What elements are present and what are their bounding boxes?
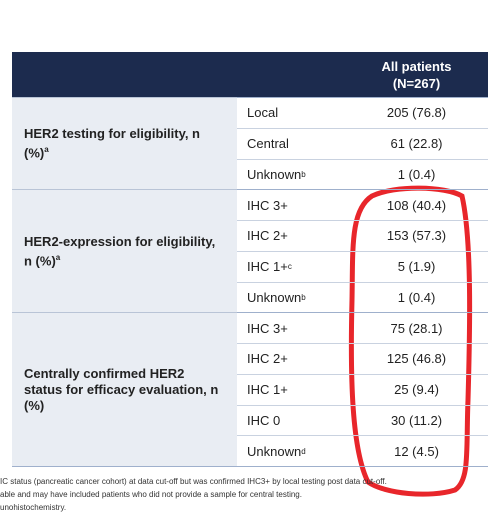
superscript: d (301, 446, 306, 456)
row-label: Unknown b (237, 281, 345, 313)
group-label-text: Centrally confirmed HER2 status for effi… (24, 365, 219, 413)
row-value-text: 205 (76.8) (386, 105, 447, 121)
superscript: a (44, 144, 49, 154)
row-value-text: 75 (28.1) (390, 320, 443, 336)
row-label-text: Unknown (247, 289, 302, 305)
table-bottom-rule (12, 466, 488, 467)
table-header (12, 52, 488, 97)
row-label: IHC 2+ (237, 220, 345, 251)
row-label: IHC 3+ (237, 189, 345, 220)
superscript: a (55, 252, 61, 262)
row-label-text: IHC 1+ (247, 382, 288, 398)
row-label-text: IHC 3+ (247, 320, 288, 336)
row-label-text: IHC 2+ (247, 228, 288, 244)
row-value-text: 61 (22.8) (390, 136, 443, 152)
header-title: All patients (381, 59, 452, 74)
row-value-text: 108 (40.4) (386, 197, 447, 213)
row-value-text: 5 (1.9) (397, 259, 436, 275)
row-value: 125 (46.8) (345, 343, 488, 374)
row-label: IHC 0 (237, 404, 345, 436)
row-value-text: 25 (9.4) (394, 382, 439, 398)
group-label: HER2 testing for eligibility, n (%)a (12, 97, 237, 190)
footnote: unohistochemistry. (0, 503, 67, 512)
row-value: 108 (40.4) (345, 189, 488, 220)
row-label: Unknown d (237, 435, 345, 466)
footnote: able and may have included patients who … (0, 490, 302, 499)
row-value-text: 125 (46.8) (386, 351, 447, 367)
row-value: 25 (9.4) (345, 373, 488, 405)
row-label: IHC 3+ (237, 312, 345, 343)
row-value: 12 (4.5) (345, 435, 488, 466)
row-label-text: IHC 3+ (247, 197, 288, 213)
group-text: HER2 testing for eligibility, n (%)a (24, 126, 219, 161)
row-label: IHC 2+ (237, 343, 345, 374)
row-value: 205 (76.8) (345, 97, 488, 128)
group-label-text: HER2-expression for eligibility, n (%) (24, 233, 216, 268)
superscript: c (287, 262, 292, 272)
superscript: b (301, 169, 306, 179)
row-label: Unknown b (237, 158, 345, 190)
row-value-text: 1 (0.4) (397, 289, 436, 305)
row-label-text: Local (247, 105, 279, 121)
row-value: 1 (0.4) (345, 281, 488, 313)
row-value: 153 (57.3) (345, 220, 488, 251)
row-label: IHC 1+ c (237, 250, 345, 282)
footnote: IC status (pancreatic cancer cohort) at … (0, 477, 387, 486)
group-label: HER2-expression for eligibility, n (%)a (12, 189, 237, 313)
group-label: Centrally confirmed HER2 status for effi… (12, 312, 237, 466)
row-value: 30 (11.2) (345, 404, 488, 436)
row-label-text: Unknown (247, 166, 302, 182)
row-label: Local (237, 97, 345, 128)
row-label-text: Unknown (247, 443, 302, 459)
superscript: b (301, 292, 306, 302)
row-value: 1 (0.4) (345, 158, 488, 190)
group-text: HER2-expression for eligibility, n (%)a (24, 234, 219, 269)
group-label-text: HER2 testing for eligibility, n (%) (24, 125, 200, 161)
row-value-text: 30 (11.2) (390, 412, 443, 428)
row-value-text: 1 (0.4) (397, 166, 436, 182)
row-label-text: Central (247, 136, 289, 152)
row-value: 5 (1.9) (345, 250, 488, 282)
row-label-text: IHC 1+ (247, 259, 288, 275)
row-label-text: IHC 0 (247, 412, 281, 428)
row-value: 75 (28.1) (345, 312, 488, 343)
row-value-text: 12 (4.5) (394, 443, 439, 459)
header-subtitle: (N=267) (392, 76, 441, 91)
row-label: Central (237, 127, 345, 159)
row-value-text: 153 (57.3) (386, 228, 447, 244)
row-label-text: IHC 2+ (247, 351, 288, 367)
row-label: IHC 1+ (237, 373, 345, 405)
row-value: 61 (22.8) (345, 127, 488, 159)
group-text: Centrally confirmed HER2 status for effi… (24, 366, 219, 414)
